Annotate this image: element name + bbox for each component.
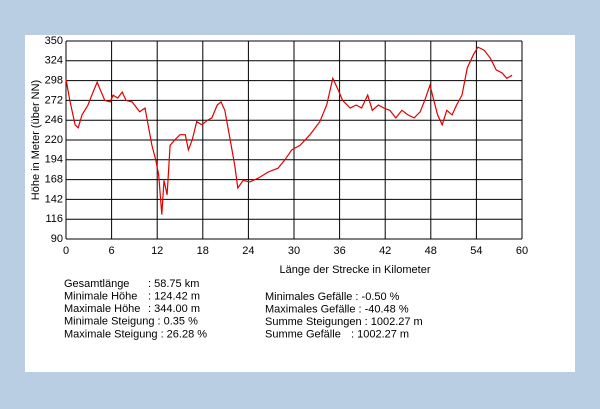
- stat-value: : 124.42 m: [148, 291, 200, 303]
- x-tick-label: 0: [63, 245, 69, 257]
- x-tick-label: 54: [470, 245, 482, 257]
- stat-label: Minimale Höhe: [64, 291, 137, 303]
- y-tick-label: 168: [45, 174, 63, 186]
- y-tick-label: 194: [45, 154, 63, 166]
- stat-value: : -40.48 %: [358, 304, 408, 316]
- stat-label: Minimales Gefälle: [265, 291, 352, 303]
- x-tick-label: 48: [425, 245, 437, 257]
- y-tick-label: 350: [45, 35, 63, 47]
- stat-value: : 0.35 %: [158, 316, 199, 328]
- y-tick-label: 142: [45, 193, 63, 205]
- x-tick-label: 24: [242, 245, 254, 257]
- x-tick-label: 30: [288, 245, 300, 257]
- x-tick-label: 6: [109, 245, 115, 257]
- stat-label: Summe Gefälle: [265, 329, 341, 341]
- x-tick-label: 42: [379, 245, 391, 257]
- elevation-line: [65, 46, 513, 215]
- y-tick-label: 90: [51, 233, 63, 245]
- y-tick-label: 324: [45, 55, 63, 67]
- stat-label: Maximale Steigung: [64, 328, 158, 340]
- panel: [25, 35, 575, 372]
- stat-label: Summe Steigungen: [265, 316, 362, 328]
- x-tick-label: 36: [333, 245, 345, 257]
- y-tick-label: 246: [45, 114, 63, 126]
- stat-value: : 344.00 m: [148, 303, 200, 315]
- stat-label: Maximales Gefälle: [265, 304, 355, 316]
- stat-value: : -0.50 %: [355, 291, 399, 303]
- stat-label: Minimale Steigung: [64, 316, 155, 328]
- y-tick-label: 272: [45, 94, 63, 106]
- y-tick-label: 220: [45, 134, 63, 146]
- y-tick-label: 298: [45, 75, 63, 87]
- x-tick-label: 60: [516, 245, 528, 257]
- stat-value: : 26.28 %: [161, 328, 208, 340]
- stat-value: : 1002.27 m: [365, 316, 423, 328]
- x-tick-label: 18: [197, 245, 209, 257]
- x-axis-label: Länge der Strecke in Kilometer: [279, 264, 430, 276]
- stat-label: Maximale Höhe: [64, 303, 140, 315]
- y-axis-label: Höhe in Meter (über NN): [30, 80, 42, 200]
- y-tick-label: 116: [45, 213, 63, 225]
- stat-value: : 58.75 km: [148, 278, 199, 290]
- x-tick-label: 12: [151, 245, 163, 257]
- stat-value: : 1002.27 m: [351, 329, 409, 341]
- stat-label: Gesamtlänge: [64, 278, 129, 290]
